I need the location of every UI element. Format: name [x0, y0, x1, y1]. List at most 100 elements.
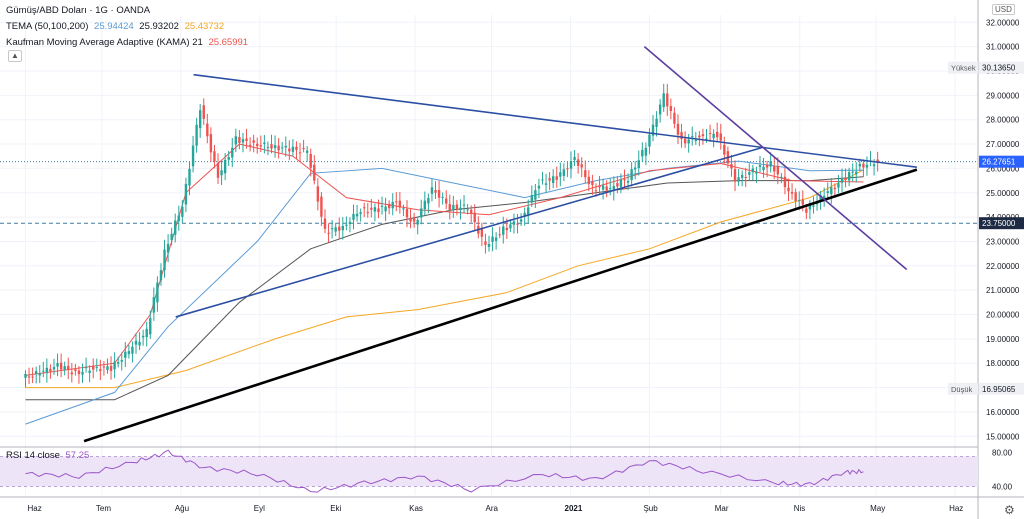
candle-body [434, 189, 437, 193]
candle-body [616, 183, 619, 187]
tema-100-line [25, 160, 864, 425]
candle-body [683, 138, 687, 144]
candle-body [370, 207, 373, 210]
candle-body [116, 362, 120, 364]
chevron-up-icon[interactable]: ▲ [8, 50, 22, 62]
candle-body [124, 351, 127, 358]
candle-body [519, 219, 523, 222]
candle-body [673, 112, 676, 124]
candle-body [580, 164, 583, 168]
candle-body [459, 207, 462, 211]
y-tick-label: 20.00000 [986, 311, 1020, 320]
candle-body [626, 181, 630, 183]
candle-body [551, 176, 555, 184]
candle-body [127, 351, 131, 355]
candle-body [716, 131, 719, 138]
candle-body [541, 179, 544, 181]
candle-body [573, 156, 576, 161]
candle-body [833, 187, 837, 190]
candle-body [252, 140, 255, 143]
candle-body [166, 243, 170, 253]
candle-body [566, 168, 569, 170]
gear-icon[interactable]: ⚙ [1004, 503, 1015, 517]
y-tick-label: 18.00000 [986, 359, 1020, 368]
candle-body [156, 282, 159, 303]
candle-body [527, 207, 530, 215]
x-tick-label: Eki [330, 504, 341, 513]
candle-body [445, 198, 448, 204]
candle-body [56, 362, 59, 367]
candle-body [858, 163, 862, 167]
y-tick-label: 31.00000 [986, 43, 1020, 52]
last-price-tag-bg [979, 155, 1024, 168]
x-tick-label: Eyl [254, 504, 265, 513]
candle-body [723, 144, 726, 155]
candle-body [113, 361, 116, 370]
candle-body [773, 166, 776, 172]
candle-body [309, 153, 312, 168]
candle-body [241, 139, 245, 143]
candle-body [783, 176, 787, 188]
candle-body [231, 147, 234, 158]
candle-body [149, 318, 152, 335]
candle-body [363, 207, 366, 209]
candle-body [530, 195, 533, 203]
candle-body [776, 165, 780, 175]
candle-body [694, 140, 698, 142]
symbol-legend: Gümüş/ABD Doları · 1G · OANDA [6, 5, 153, 16]
candle-body [701, 134, 705, 137]
tema-value-1: 25.94424 [94, 21, 134, 32]
candle-body [452, 204, 455, 211]
candle-body [223, 159, 227, 174]
candle-body [213, 151, 216, 162]
candle-body [198, 110, 202, 129]
candle-body [209, 134, 213, 153]
candle-body [412, 217, 416, 222]
candle-body [355, 213, 359, 217]
candle-body [805, 208, 808, 213]
candle-body [238, 137, 241, 143]
candle-body [377, 208, 380, 213]
candle-body [691, 136, 694, 138]
candle-body [359, 212, 362, 214]
x-tick-label: Tem [96, 504, 111, 513]
candle-body [316, 186, 320, 202]
candle-body [256, 143, 259, 147]
candle-body [320, 196, 323, 217]
candle-body [630, 169, 633, 181]
candle-body [623, 179, 626, 181]
candle-body [27, 376, 31, 378]
candle-body [273, 145, 277, 149]
candle-body [234, 136, 238, 145]
candle-body [662, 93, 665, 108]
candle-body [409, 218, 412, 222]
y-tick-label: 22.00000 [986, 262, 1020, 271]
candle-body [181, 206, 184, 217]
x-tick-label: Ara [486, 504, 499, 513]
trendline-lower-triangle [175, 146, 762, 318]
candle-body [266, 146, 270, 148]
candle-body [847, 172, 851, 181]
candle-body [733, 169, 737, 182]
candle-body [512, 221, 516, 225]
candle-body [263, 142, 266, 144]
candle-body [227, 157, 230, 160]
candle-body [587, 176, 591, 185]
candle-body [67, 365, 70, 370]
candle-body [502, 226, 505, 235]
currency-button[interactable]: USD [992, 4, 1015, 15]
candle-body [633, 167, 637, 170]
support-price-tag-bg [979, 217, 1024, 230]
candle-body [505, 227, 509, 231]
x-tick-label: 2021 [565, 504, 583, 513]
tema-value-3: 25.43732 [184, 21, 225, 32]
candle-body [159, 270, 163, 281]
trendline-upper-triangle [193, 73, 917, 168]
candle-body [395, 201, 398, 203]
candle-body [102, 366, 106, 368]
candle-body [740, 174, 744, 178]
high-name-tag: Yüksek [951, 64, 976, 73]
candle-body [313, 164, 316, 181]
